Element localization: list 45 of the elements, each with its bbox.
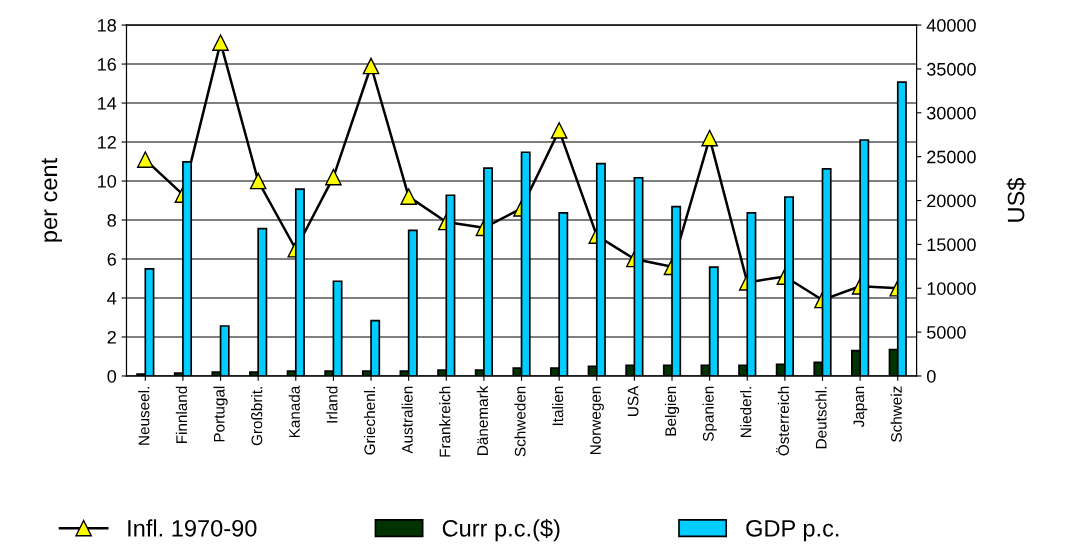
y2-tick-label: 10000 [927, 282, 976, 295]
x-tick-label: Norwegen [590, 386, 604, 455]
y2-tick-label: 35000 [926, 62, 976, 76]
y2-axis-title: US$ [1006, 177, 1026, 222]
y2-tick-label: 0 [926, 369, 936, 383]
x-tick-label: Finnland [175, 386, 188, 444]
x-tick-label: Niederl. [740, 387, 752, 438]
x-tick-label: Griechenl. [363, 387, 376, 455]
y2-tick-label: 25000 [927, 150, 976, 164]
y2-tick-label: 15000 [927, 238, 976, 252]
x-tick-label: Schweiz [890, 386, 902, 442]
y-tick-label: 8 [107, 213, 116, 227]
y-axis-title: per cent [41, 158, 62, 242]
x-tick-label: Deutschl. [815, 387, 827, 449]
y-tick-label: 6 [107, 252, 116, 266]
x-tick-label: Irland [326, 386, 338, 423]
y-tick-label: 0 [107, 369, 117, 383]
y2-tick-label: 40000 [926, 19, 976, 32]
x-tick-label: Schweden [514, 386, 526, 457]
legend-label: Curr p.c.($) [442, 518, 560, 542]
x-tick-label: Australien [401, 386, 413, 454]
x-tick-label: Kanada [288, 385, 300, 438]
x-tick-label: Italien [552, 386, 564, 426]
x-tick-label: Spanien [702, 386, 717, 442]
x-tick-label: Belgien [664, 386, 680, 436]
legend-label: GDP p.c. [746, 519, 839, 542]
x-tick-label: Japan [853, 386, 868, 428]
x-tick-label: Österreich [776, 386, 789, 456]
y-tick-label: 18 [98, 19, 116, 32]
y-tick-label: 12 [98, 135, 116, 149]
legend-label: Infl. 1970-90 [128, 519, 257, 537]
y-tick-label: 2 [107, 330, 116, 344]
y2-tick-label: 30000 [926, 106, 976, 120]
y2-tick-label: 20000 [927, 194, 976, 208]
x-tick-label: USA [627, 385, 639, 416]
x-tick-label: Großbrit. [251, 387, 263, 446]
x-tick-label: Dänemark [476, 385, 489, 455]
x-tick-label: Neuseel. [138, 387, 150, 445]
y-tick-label: 10 [98, 174, 117, 188]
x-tick-label: Frankreich [439, 386, 451, 457]
y-tick-label: 4 [107, 292, 117, 305]
y-tick-label: 16 [98, 57, 116, 71]
y2-tick-label: 5000 [927, 326, 966, 339]
x-tick-label: Portugal [213, 386, 228, 442]
y-tick-label: 14 [98, 97, 117, 110]
